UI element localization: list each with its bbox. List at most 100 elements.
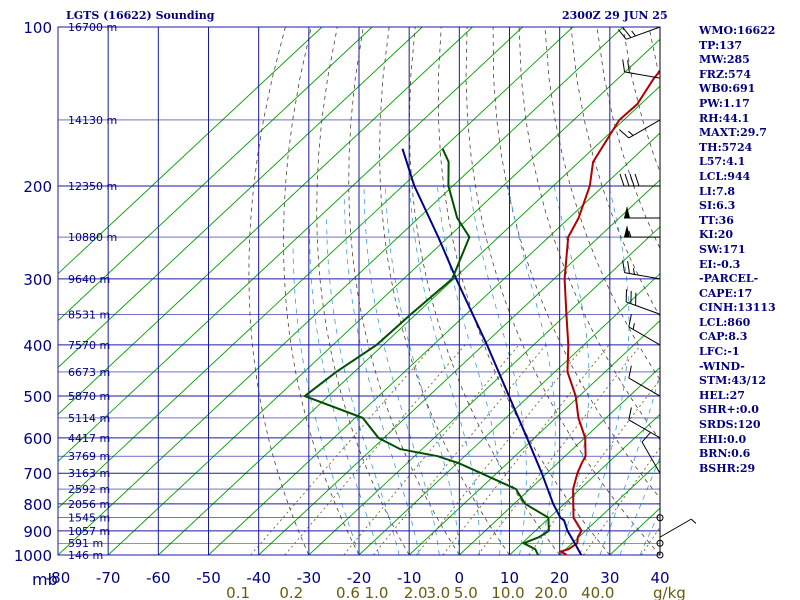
index-item: WB0:691 bbox=[699, 82, 756, 96]
pressure-tick-label: 900 bbox=[23, 523, 52, 541]
temperature-tick-label: -60 bbox=[146, 569, 171, 587]
index-item: SI:6.3 bbox=[699, 199, 736, 213]
barb-full bbox=[634, 173, 640, 187]
height-label: 146 m bbox=[68, 549, 103, 562]
barb-half bbox=[631, 30, 636, 37]
isotherm-line bbox=[58, 27, 473, 415]
mixing-ratio-labels: 0.1 0.2 0.6 1.0 2.03.0 5.0 10.0 20.0 40.0 bbox=[226, 584, 614, 600]
moist-adiabat-line bbox=[553, 185, 590, 555]
index-item: L57:4.1 bbox=[699, 155, 746, 169]
mixing-ratio-label: 40.0 bbox=[581, 584, 614, 600]
barb-full bbox=[628, 365, 632, 379]
barb-full bbox=[635, 292, 637, 306]
barb-full bbox=[641, 432, 651, 443]
barb-full bbox=[627, 60, 630, 73]
height-label: 12350 m bbox=[68, 180, 117, 193]
calm-wind-circle bbox=[656, 551, 664, 559]
mixing-ratio-unit: g/kg bbox=[653, 584, 686, 600]
barb-full bbox=[628, 314, 632, 327]
barb-half bbox=[690, 518, 697, 524]
barb-half bbox=[628, 130, 634, 136]
wind-barb bbox=[628, 365, 661, 397]
mixing-ratio-label: 1.0 bbox=[365, 584, 389, 600]
temperature-tick-label: -20 bbox=[347, 569, 372, 587]
barb-shaft bbox=[641, 441, 661, 474]
wind-barb bbox=[622, 59, 661, 79]
temperature-labels: -80 -70 -60 -50 -40 -30 -20 -10 0 10 20 30 40 bbox=[46, 569, 670, 587]
index-item: TH:5724 bbox=[699, 140, 753, 154]
index-item: HEL:27 bbox=[699, 388, 745, 402]
index-item: SHR+:0.0 bbox=[699, 403, 759, 417]
index-item: EHI:0.0 bbox=[699, 432, 747, 446]
isotherm-line bbox=[408, 319, 660, 555]
pressure-tick-label: 1000 bbox=[14, 547, 52, 565]
wind-barb bbox=[624, 225, 660, 238]
mixing-ratio-label: 5.0 bbox=[454, 584, 478, 600]
height-label: 14130 m bbox=[68, 114, 117, 127]
barb-full bbox=[619, 129, 630, 139]
isotherm-line bbox=[58, 27, 574, 509]
barb-shaft bbox=[626, 301, 661, 315]
moist-adiabat-line bbox=[326, 217, 400, 555]
isotherm-grid bbox=[58, 27, 660, 555]
wind-barb bbox=[617, 26, 661, 40]
height-label: 1057 m bbox=[68, 525, 110, 538]
pressure-tick-label: 100 bbox=[23, 19, 52, 37]
barb-half bbox=[632, 268, 635, 275]
barb-shaft bbox=[628, 119, 661, 139]
barb-full bbox=[628, 407, 632, 420]
barb-full bbox=[622, 27, 632, 38]
index-item: FRZ:574 bbox=[699, 67, 752, 81]
temperature-tick-label: -30 bbox=[297, 569, 322, 587]
barb-shaft bbox=[624, 71, 661, 79]
moist-adiabat-line bbox=[292, 246, 360, 555]
wind-barb bbox=[628, 407, 661, 439]
isotherm-line bbox=[58, 27, 624, 555]
index-item: TP:137 bbox=[699, 38, 743, 52]
mixing-ratio-label: 3.0 bbox=[426, 584, 450, 600]
wind-barb bbox=[641, 432, 661, 474]
series-line-2 bbox=[302, 148, 550, 555]
indices-panel: WMO:16622 TP:137 MW:285 FRZ:574 WB0:691 PW:1.… bbox=[699, 24, 800, 476]
index-item: LCL:944 bbox=[699, 169, 751, 183]
isotherm-line bbox=[358, 273, 660, 555]
index-item: SRDS:120 bbox=[699, 418, 761, 432]
pressure-tick-label: 200 bbox=[23, 178, 52, 196]
mixing-ratio-label: 2.0 bbox=[404, 584, 428, 600]
pressure-tick-label: 400 bbox=[23, 337, 52, 355]
wind-barb bbox=[625, 289, 661, 315]
height-label: 16700 m bbox=[68, 21, 117, 34]
wind-barb bbox=[622, 260, 661, 280]
index-item: CAP:8.3 bbox=[699, 330, 748, 344]
index-item: LFC:-1 bbox=[699, 345, 740, 359]
isotherm-line bbox=[58, 27, 423, 369]
barb-full bbox=[629, 173, 635, 187]
moist-adiabat-line bbox=[507, 185, 556, 555]
temperature-tick-label: -10 bbox=[397, 569, 422, 587]
isotherm-line bbox=[509, 413, 660, 555]
mixing-ratio-label: 0.1 bbox=[226, 584, 250, 600]
temperature-tick-label: 40 bbox=[650, 569, 669, 587]
barb-shaft bbox=[628, 326, 661, 346]
height-label: 4417 m bbox=[68, 432, 110, 445]
isotherm-line bbox=[158, 85, 660, 555]
wind-barb bbox=[619, 173, 660, 187]
height-label: 1545 m bbox=[68, 512, 110, 525]
barb-shaft bbox=[628, 419, 661, 439]
calm-wind-circle bbox=[656, 539, 664, 547]
height-label: 7570 m bbox=[68, 339, 110, 352]
temperature-tick-label: 20 bbox=[550, 569, 569, 587]
series-line-0 bbox=[558, 69, 660, 555]
chart-title: LGTS (16622) Sounding bbox=[66, 9, 215, 22]
height-label: 9640 m bbox=[68, 273, 110, 286]
isotherm-line bbox=[559, 460, 660, 555]
index-item: -PARCEL- bbox=[699, 272, 759, 286]
index-item: RH:44.1 bbox=[699, 111, 750, 125]
barb-pennant bbox=[624, 205, 630, 218]
calm-wind-circle bbox=[656, 514, 664, 522]
height-label: 2056 m bbox=[68, 498, 110, 511]
series-line-1 bbox=[401, 148, 583, 555]
index-item: BRN:0.6 bbox=[699, 447, 751, 461]
index-item: BSHR:29 bbox=[699, 461, 756, 475]
